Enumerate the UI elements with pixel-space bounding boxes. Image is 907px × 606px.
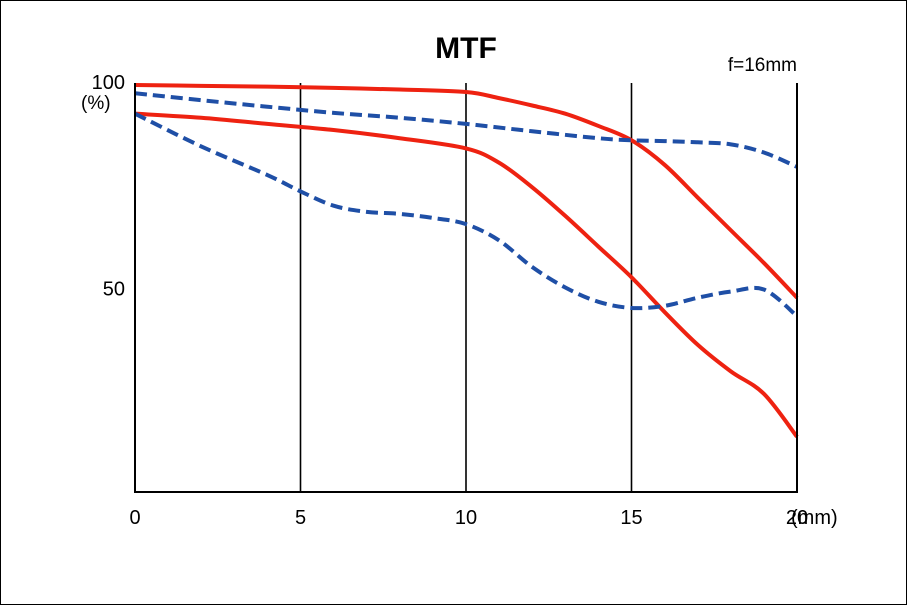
series-line-4 — [134, 111, 799, 318]
tick-labels: 0 5 10 15 20 100 50 — [92, 72, 809, 529]
y-tick-label-50: 50 — [103, 279, 125, 301]
x-tick-label-15: 15 — [620, 507, 642, 529]
x-unit-label: (mm) — [791, 507, 838, 529]
chart-title: MTF — [435, 32, 497, 65]
plot-area-border — [134, 83, 798, 493]
series-line-3 — [134, 91, 798, 169]
vertical-gridlines — [299, 83, 633, 492]
x-tick-label-0: 0 — [129, 507, 140, 529]
series-line-1 — [134, 83, 799, 300]
plot-border — [134, 83, 798, 493]
x-tick-label-20: 20 — [786, 507, 808, 529]
x-tick-label-10: 10 — [455, 507, 477, 529]
series-lines — [134, 83, 799, 439]
y-unit-label: (%) — [81, 93, 111, 114]
x-tick-label-5: 5 — [295, 507, 306, 529]
focal-length-annotation: f=16mm — [728, 55, 797, 76]
series-line-2 — [134, 111, 799, 439]
y-tick-label-100: 100 — [92, 72, 125, 94]
